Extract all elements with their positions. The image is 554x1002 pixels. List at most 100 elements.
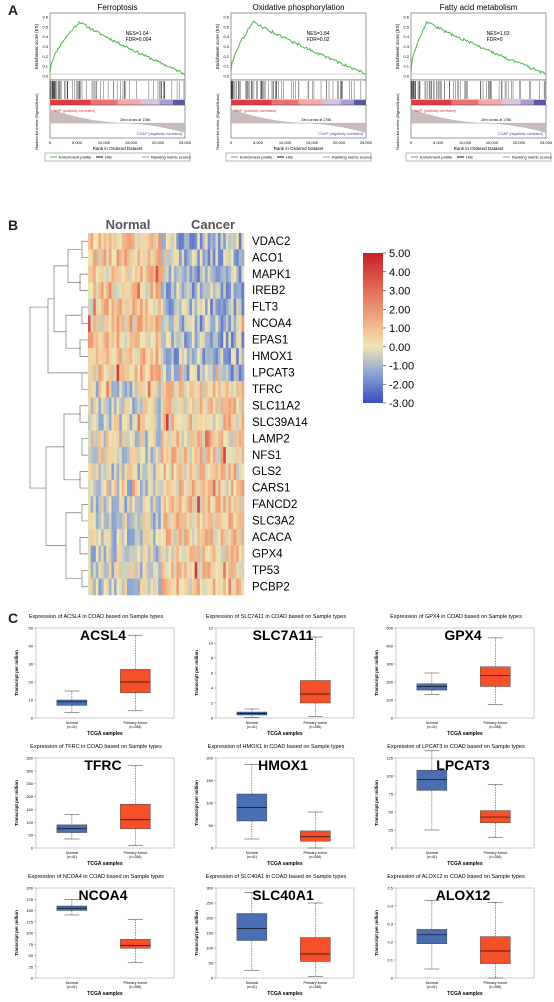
- heatmap-cell: [228, 298, 232, 316]
- heatmap-cell: [98, 315, 102, 333]
- heatmap-cell: [93, 282, 97, 300]
- heatmap-cell: [171, 265, 175, 283]
- heatmap-cell: [218, 249, 221, 267]
- heatmap-cell: [231, 479, 234, 497]
- heatmap-cell: [90, 529, 94, 546]
- y-tick-label: 150: [26, 807, 33, 812]
- heatmap-cell: [142, 430, 146, 448]
- heatmap-cell: [132, 315, 136, 333]
- heatmap-cell: [127, 364, 130, 382]
- heatmap-cell: [116, 249, 120, 267]
- heatmap-cell: [145, 381, 149, 398]
- heatmap-cell: [137, 298, 141, 316]
- heatmap-cell: [127, 578, 130, 596]
- heatmap-cell: [158, 298, 162, 316]
- x-tick-label: 0: [230, 140, 233, 145]
- heatmap-cell: [238, 249, 242, 267]
- heatmap-cell: [228, 578, 232, 596]
- heatmap-cell: [160, 529, 164, 546]
- boxplot-title: Expression of SLC40A1 in COAD based on S…: [206, 874, 347, 880]
- heatmap-cell: [215, 414, 219, 431]
- heatmap-cell: [176, 315, 180, 333]
- heatmap-cell: [184, 381, 188, 398]
- heatmap-cell: [132, 496, 136, 514]
- heatmap-cell: [179, 529, 182, 546]
- tumor-box: [300, 830, 331, 842]
- y-tick-label: 300: [26, 768, 33, 773]
- heatmap-cell: [101, 348, 104, 365]
- heatmap-cell: [90, 562, 94, 579]
- heatmap-cell: [225, 381, 229, 398]
- heatmap-cell: [116, 479, 120, 497]
- heatmap-cell: [197, 265, 201, 283]
- heatmap-cell: [160, 562, 164, 579]
- heatmap-cell: [241, 562, 245, 579]
- heatmap-cell: [98, 496, 102, 514]
- heatmap-cell: [166, 430, 169, 448]
- heatmap-cell: [194, 249, 198, 267]
- tumor-label: Primary tumor: [123, 851, 148, 855]
- heatmap-cell: [168, 446, 172, 464]
- y-tick-label: 50: [209, 823, 214, 828]
- y-tick-label: 0.5: [387, 886, 393, 891]
- heatmap-cell: [121, 414, 125, 431]
- boxplot-title: Expression of GPX4 in COAD based on Samp…: [390, 614, 522, 620]
- heatmap-cell: [199, 562, 203, 579]
- heatmap-cell: [142, 562, 146, 579]
- heatmap-cell: [238, 446, 242, 464]
- heatmap-cell: [153, 414, 156, 431]
- heatmap-cell: [236, 414, 240, 431]
- heatmap-cell: [140, 479, 143, 497]
- heatmap-cell: [132, 446, 136, 464]
- heatmap-cell: [163, 496, 167, 514]
- fdr-label: FDR=0.004: [126, 37, 152, 43]
- dendrogram-link: [63, 413, 81, 481]
- heatmap-cell: [225, 529, 229, 546]
- heatmap-cell: [166, 545, 169, 563]
- legend-entry: Ranking metric scores: [332, 155, 372, 160]
- heatmap-cell: [106, 397, 110, 415]
- heatmap-cell: [215, 298, 219, 316]
- negative-label: 'COAP' (negatively correlated): [498, 132, 543, 136]
- heatmap-cell: [205, 265, 208, 283]
- heatmap-cell: [108, 315, 112, 333]
- heatmap-cell: [145, 414, 149, 431]
- heatmap-cell: [158, 265, 162, 283]
- heatmap-cell: [233, 479, 237, 497]
- heatmap-cell: [111, 233, 115, 250]
- heatmap-cell: [171, 233, 175, 250]
- heatmap-cell: [158, 364, 162, 382]
- heatmap-cell: [220, 265, 224, 283]
- heatmap-cell: [116, 265, 120, 283]
- heatmap-cell: [207, 348, 211, 365]
- heatmap-cell: [108, 496, 112, 514]
- heatmap-cell: [114, 430, 117, 448]
- heatmap-cell: [231, 463, 234, 481]
- heatmap-cell: [241, 545, 245, 563]
- heatmap-cell: [171, 496, 175, 514]
- heatmap-cell: [124, 381, 128, 398]
- heatmap-cell: [199, 249, 203, 267]
- heatmap-cell: [228, 479, 232, 497]
- heatmap-cell: [106, 562, 110, 579]
- heatmap-cell: [103, 364, 107, 382]
- heatmap-cell: [116, 364, 120, 382]
- heatmap-cell: [88, 331, 91, 349]
- boxplot-title: Expression of LPCAT3 in COAD based on Sa…: [387, 744, 525, 750]
- heatmap-cell: [210, 562, 214, 579]
- heatmap-cell: [202, 397, 206, 415]
- heatmap-cell: [134, 562, 138, 579]
- heatmap-cell: [150, 578, 154, 596]
- heatmap-cell: [95, 479, 99, 497]
- heatmap-cell: [134, 331, 138, 349]
- zero-cross-label: Zero cross at 1786: [120, 118, 150, 122]
- heatmap-cell: [160, 381, 164, 398]
- heatmap-cell: [231, 331, 234, 349]
- es-tick-label: 0.0: [42, 74, 48, 79]
- heatmap-cell: [197, 463, 201, 481]
- heatmap-cell: [132, 479, 136, 497]
- heatmap-cell: [142, 298, 146, 316]
- heatmap-cell: [163, 479, 167, 497]
- heatmap-cell: [90, 578, 94, 596]
- es-tick-label: 0.0: [223, 74, 229, 79]
